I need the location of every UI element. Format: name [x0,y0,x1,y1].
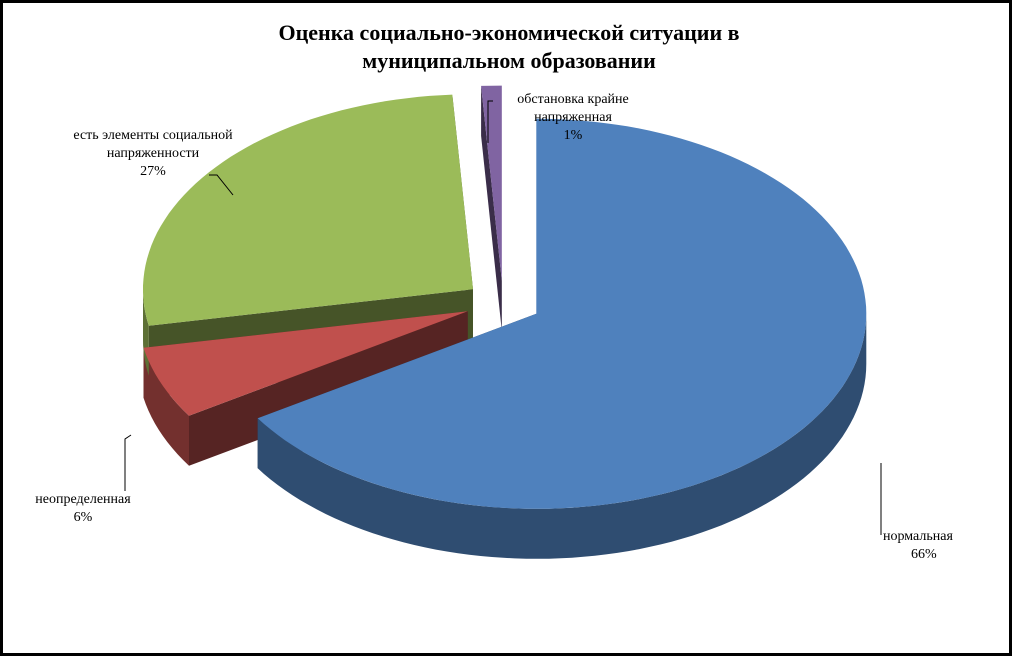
leader-line [209,174,234,196]
slice [481,85,502,281]
leader-line [124,434,132,491]
data-label: нормальная 66% [883,528,993,564]
chart-title: Оценка социально-экономической ситуации … [278,20,740,73]
plot [124,85,882,559]
label-name: есть элементы социальной напряженности [73,128,233,161]
slice-side [257,313,867,559]
slice [143,311,468,416]
slice-side [143,347,189,466]
leader-line [487,100,493,143]
label-name: нормальная [883,529,953,544]
label-value: 66% [911,547,937,562]
data-label: неопределенная 6% [13,491,153,527]
slice-side [481,85,502,331]
slice [257,118,867,509]
label-name: неопределенная [35,492,131,507]
label-value: 6% [73,510,93,525]
data-label: есть элементы социальной напряженности 27… [73,127,233,181]
slice [143,94,473,326]
data-label: обстановка крайне напряженная 1% [493,91,653,145]
label-value: 27% [140,164,166,179]
label-value: 1% [563,128,583,143]
label-name: обстановка крайне напряженная [517,92,629,125]
